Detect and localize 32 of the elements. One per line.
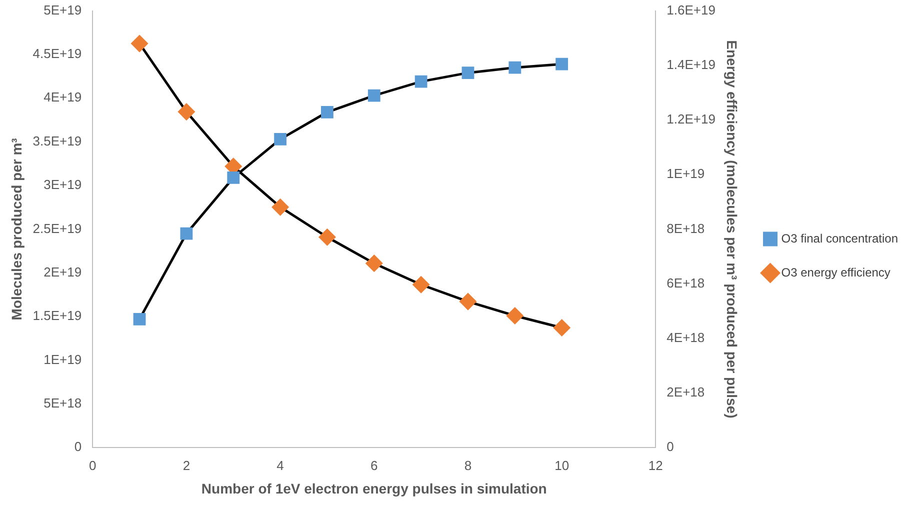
x-tick-label: 4 bbox=[276, 458, 284, 473]
y-tick-label: 2.5E+19 bbox=[32, 220, 82, 236]
y-tick-label: 4E+19 bbox=[44, 90, 82, 105]
legend-label: O3 final concentration bbox=[781, 231, 898, 246]
y-tick-label: 3.5E+19 bbox=[32, 133, 82, 148]
y-tick-label: 3E+19 bbox=[44, 177, 82, 192]
y-tick-label: 0 bbox=[74, 439, 82, 454]
y2-tick-label: 2E+18 bbox=[666, 384, 705, 400]
x-tick-label: 8 bbox=[464, 458, 472, 473]
y-tick-label: 5E+19 bbox=[44, 2, 82, 18]
x-tick-label: 2 bbox=[182, 458, 190, 473]
y2-tick-label: 1E+19 bbox=[666, 166, 705, 182]
x-tick-label: 10 bbox=[554, 458, 570, 473]
legend-label: O3 energy efficiency bbox=[781, 265, 890, 280]
y-tick-label: 1E+19 bbox=[44, 352, 82, 367]
y2-tick-label: 0 bbox=[666, 439, 674, 454]
y2-tick-label: 4E+18 bbox=[666, 330, 705, 345]
x-tick-label: 6 bbox=[370, 458, 378, 473]
y-axis-title: Molecules produced per m³ bbox=[8, 138, 24, 320]
y2-tick-label: 1.6E+19 bbox=[666, 2, 716, 18]
y-tick-label: 1.5E+19 bbox=[32, 308, 82, 324]
y2-tick-label: 1.4E+19 bbox=[666, 56, 716, 72]
y2-tick-label: 8E+18 bbox=[666, 220, 705, 236]
y2-tick-label: 1.2E+19 bbox=[666, 112, 716, 127]
y-tick-label: 5E+18 bbox=[44, 396, 82, 410]
y-tick-label: 4.5E+19 bbox=[32, 46, 82, 62]
x-tick-label: 0 bbox=[88, 458, 96, 473]
y-tick-label: 2E+19 bbox=[44, 264, 82, 280]
x-axis-title: Number of 1eV electron energy pulses in simulation bbox=[201, 480, 547, 496]
y2-tick-label: 6E+18 bbox=[666, 275, 705, 290]
x-tick-label: 12 bbox=[648, 458, 663, 473]
y2-axis-title: Energy efficiency (molecules per m³ produced per pulse) bbox=[724, 40, 740, 418]
